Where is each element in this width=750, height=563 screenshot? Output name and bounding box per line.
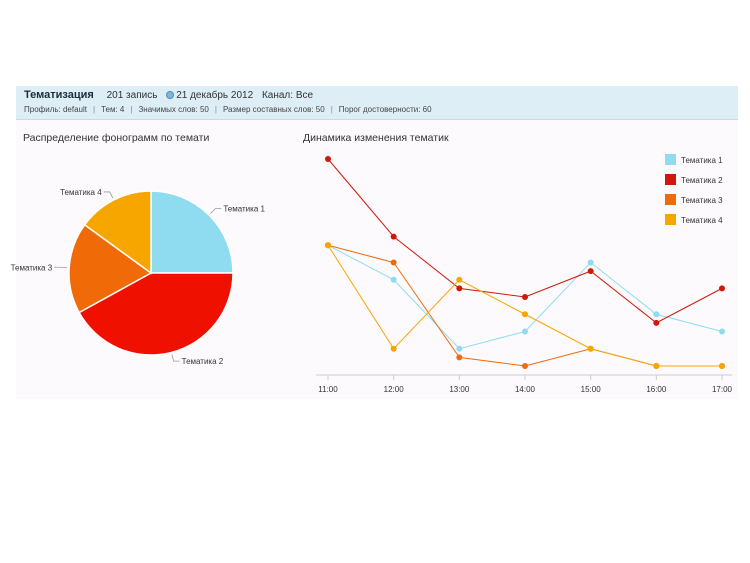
- separator: |: [130, 105, 133, 114]
- legend-swatch: [665, 214, 676, 225]
- legend-swatch: [665, 154, 676, 165]
- data-point: [587, 259, 594, 266]
- pie-chart-title: Распределение фонограмм по темати: [23, 132, 210, 144]
- separator: |: [330, 105, 333, 114]
- param-significant-words: Значимых слов: 50: [138, 105, 209, 114]
- pie-label: Тематика 2: [182, 357, 224, 366]
- data-point: [522, 294, 528, 300]
- data-point: [522, 311, 528, 318]
- data-point: [522, 363, 528, 369]
- pie-label-connector: [210, 208, 222, 214]
- data-point: [653, 311, 660, 318]
- header-params: Профиль: default | Тем: 4 | Значимых слов: 5…: [24, 105, 432, 114]
- param-threshold: Порог достоверности: 60: [338, 105, 432, 114]
- header-summary: Тематизация 201 запись 21 декабрь 2012 К…: [24, 89, 319, 101]
- data-point: [587, 268, 594, 275]
- legend-swatch: [665, 194, 676, 205]
- separator: |: [93, 105, 96, 114]
- data-point: [390, 259, 397, 266]
- pie-slice: [150, 190, 234, 274]
- data-point: [456, 285, 463, 292]
- legend-label: Тематика 4: [681, 216, 723, 225]
- data-point: [719, 285, 725, 292]
- data-point: [456, 354, 463, 361]
- data-point: [390, 233, 397, 240]
- channel-filter: Канал: Все: [261, 90, 314, 101]
- legend-swatch: [665, 174, 676, 185]
- data-point: [325, 242, 331, 249]
- pie-label: Тематика 1: [223, 205, 265, 214]
- pie-slice: [68, 223, 153, 314]
- pie-slice: [78, 272, 234, 356]
- pie-label-connector: [103, 191, 114, 199]
- x-tick-label: 17:00: [712, 385, 733, 394]
- x-tick-label: 11:00: [318, 385, 338, 394]
- x-tick-label: 15:00: [581, 385, 602, 394]
- x-tick-label: 13:00: [449, 385, 470, 394]
- series-line: [327, 244, 722, 367]
- records-count: 201 запись: [106, 90, 158, 101]
- pie-label: Тематика 3: [11, 263, 53, 272]
- x-tick-label: 14:00: [515, 385, 536, 394]
- data-point: [653, 363, 660, 369]
- line-chart-title: Динамика изменения тематик: [303, 132, 449, 144]
- pie-label: Тематика 4: [60, 188, 102, 197]
- globe-icon: [166, 91, 175, 99]
- data-point: [653, 319, 660, 326]
- data-point: [719, 328, 725, 335]
- legend-label: Тематика 3: [681, 196, 723, 205]
- param-topics: Тем: 4: [101, 105, 125, 114]
- legend-label: Тематика 2: [681, 176, 723, 185]
- data-point: [390, 276, 397, 283]
- data-point: [587, 345, 594, 352]
- pie-slice: [83, 190, 152, 275]
- panel-header: Тематизация 201 запись 21 декабрь 2012 К…: [16, 86, 738, 120]
- report-date: 21 декабрь 2012: [176, 90, 254, 101]
- data-point: [719, 363, 725, 369]
- data-point: [456, 345, 463, 352]
- legend-label: Тематика 1: [681, 156, 723, 165]
- separator: |: [214, 105, 217, 114]
- param-profile: Профиль: default: [24, 105, 87, 114]
- pie-label-connector: [171, 354, 180, 362]
- data-point: [456, 276, 463, 283]
- data-point: [390, 345, 397, 352]
- x-tick-label: 12:00: [384, 385, 405, 394]
- series-line: [327, 244, 722, 367]
- data-point: [522, 328, 528, 335]
- data-point: [325, 156, 331, 162]
- param-compound-size: Размер составных слов: 50: [222, 105, 325, 114]
- x-tick-label: 16:00: [646, 385, 667, 394]
- panel-title: Тематизация: [24, 89, 94, 101]
